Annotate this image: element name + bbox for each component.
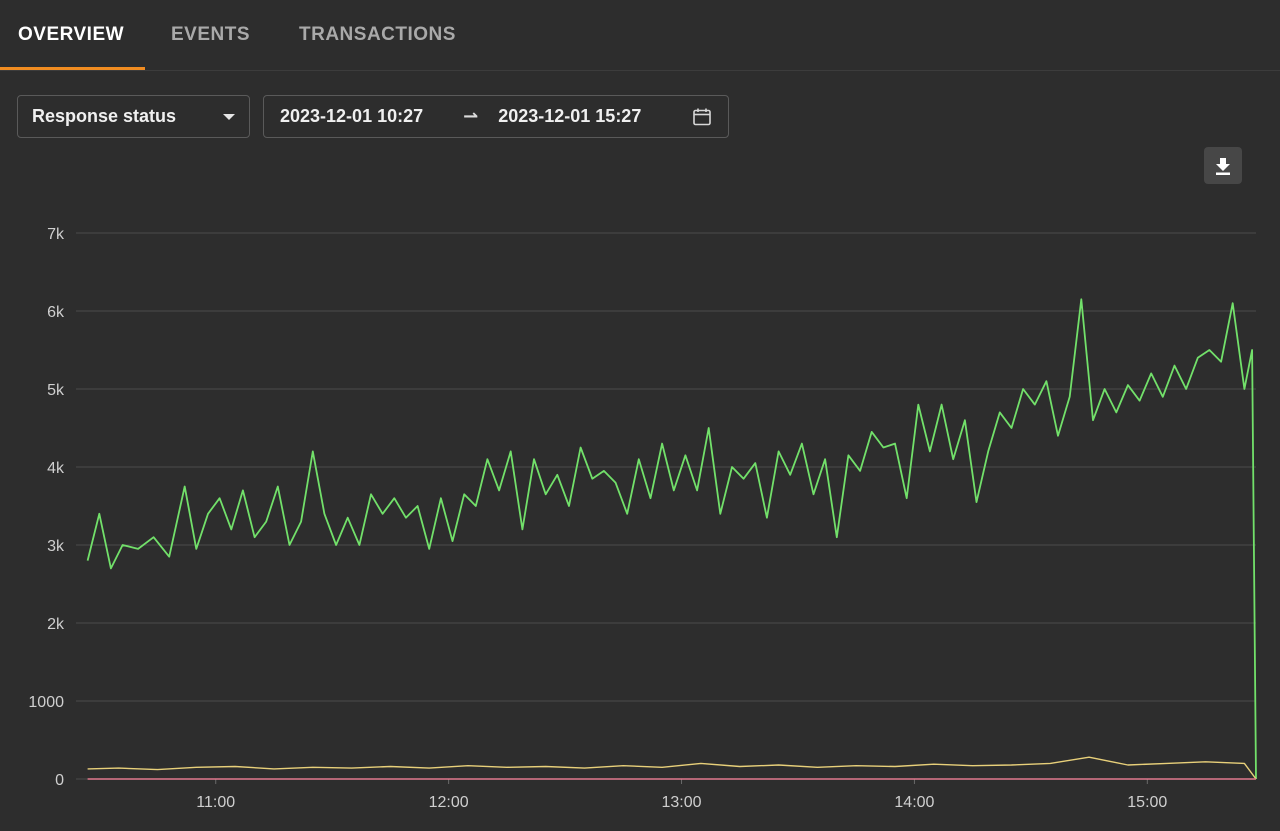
x-tick-label: 14:00: [894, 794, 934, 811]
arrow-right-icon: ⇀: [463, 106, 479, 126]
date-range-picker[interactable]: 2023-12-01 10:27 ⇀ 2023-12-01 15:27: [263, 95, 729, 138]
end-date-input[interactable]: 2023-12-01 15:27: [498, 106, 642, 126]
y-tick-label: 0: [55, 772, 64, 789]
x-tick-label: 11:00: [196, 794, 235, 811]
tab-events[interactable]: EVENTS: [171, 24, 251, 45]
series-line-2: [87, 756, 1257, 780]
y-tick-label: 4k: [47, 460, 65, 477]
tab-overview[interactable]: OVERVIEW: [0, 0, 145, 70]
y-tick-label: 2k: [47, 616, 65, 633]
download-button[interactable]: [1204, 147, 1242, 184]
metric-select[interactable]: Response status: [17, 95, 250, 138]
x-tick-label: 12:00: [429, 794, 469, 811]
series-line-1: [86, 298, 1257, 780]
y-tick-label: 7k: [47, 226, 65, 243]
x-tick-label: 15:00: [1127, 794, 1167, 811]
calendar-icon[interactable]: [692, 107, 712, 127]
y-tick-label: 1000: [28, 694, 64, 711]
download-icon: [1216, 157, 1230, 175]
tab-transactions[interactable]: TRANSACTIONS: [299, 24, 456, 45]
start-date-input[interactable]: 2023-12-01 10:27: [280, 106, 424, 126]
y-tick-label: 5k: [47, 382, 65, 399]
tab-bar: OVERVIEW EVENTS TRANSACTIONS: [0, 0, 1280, 71]
y-tick-label: 6k: [47, 304, 65, 321]
x-tick-label: 13:00: [662, 794, 702, 811]
caret-down-icon: [223, 113, 235, 120]
metric-select-value: Response status: [32, 106, 177, 126]
y-tick-label: 3k: [47, 538, 65, 555]
response-status-chart: 0 1000 2k 3k 4k 5k 6k 7k 11:00 12:00 13:00 14:00 15:…: [28, 226, 1257, 811]
